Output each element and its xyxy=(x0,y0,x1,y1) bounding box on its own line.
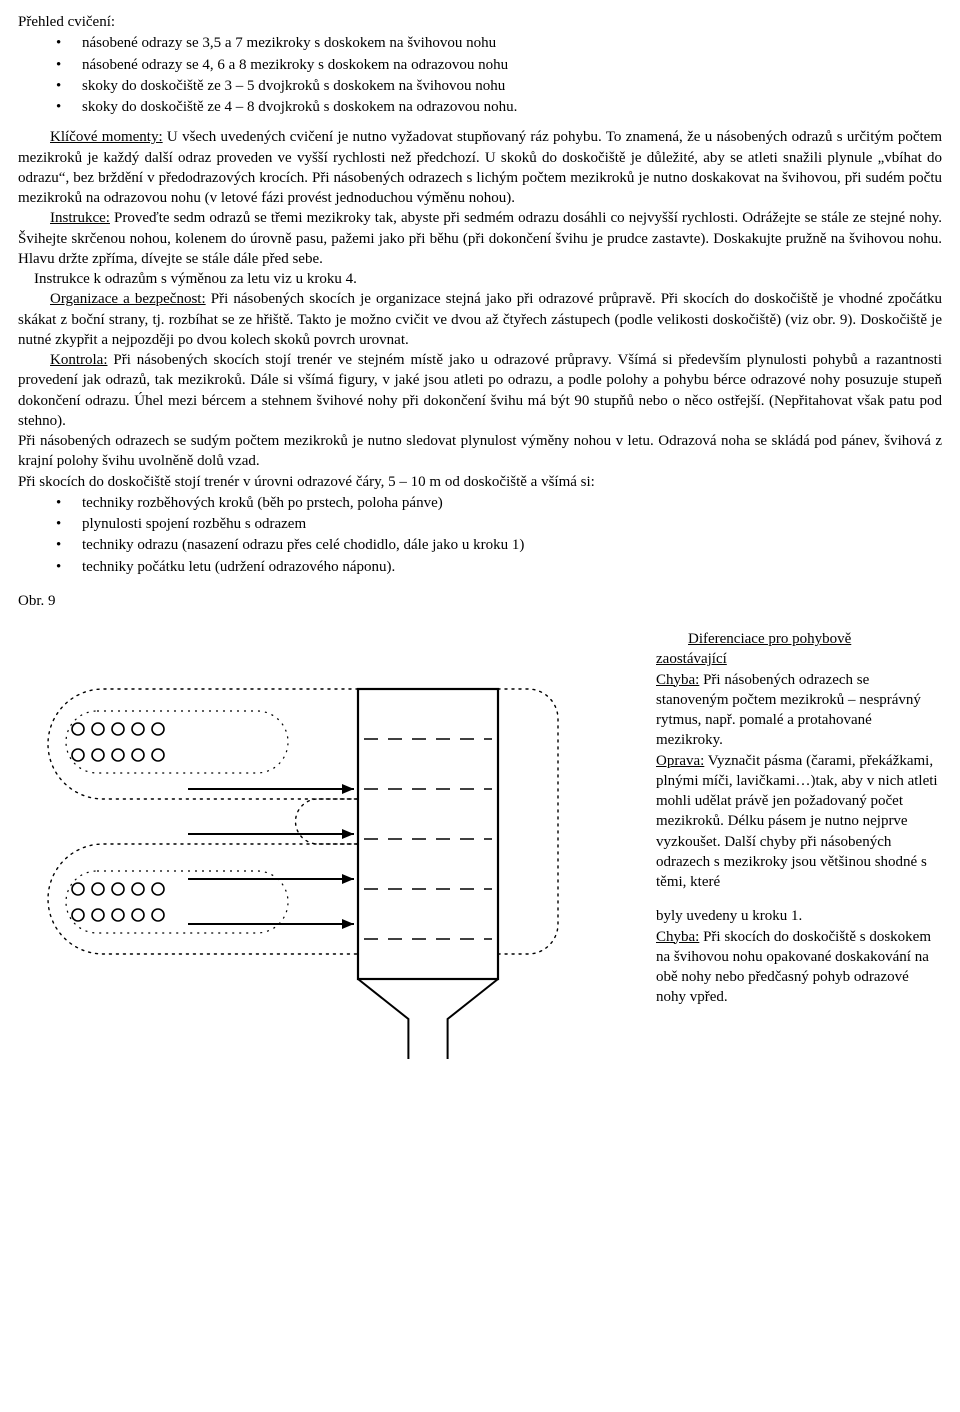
key-moments-label: Klíčové momenty: xyxy=(50,129,163,145)
error-2-label: Chyba: xyxy=(656,929,699,945)
control-text: Při násobených skocích stojí trenér ve s… xyxy=(18,352,942,429)
list-item: skoky do doskočiště ze 3 – 5 dvojkroků s… xyxy=(48,76,942,96)
instructions-text: Proveďte sedm odrazů se třemi mezikroky … xyxy=(18,210,942,267)
error-2-paragraph: Chyba: Při skocích do doskočiště s dosko… xyxy=(656,927,942,1008)
error-1-paragraph: Chyba: Při násobených odrazech se stanov… xyxy=(656,670,942,751)
correction-label: Oprava: xyxy=(656,753,704,769)
list-item: techniky rozběhových kroků (běh po prste… xyxy=(48,493,942,513)
key-moments-paragraph: Klíčové momenty: U všech uvedených cviče… xyxy=(18,127,942,208)
list-item: násobené odrazy se 3,5 a 7 mezikroky s d… xyxy=(48,33,942,53)
list-item: techniky počátku letu (udržení odrazovéh… xyxy=(48,557,942,577)
correction-text: Vyznačit pásma (čarami, překážkami, plný… xyxy=(656,753,938,891)
differentiation-heading-2: zaostávající xyxy=(656,651,727,667)
list-item: plynulosti spojení rozběhu s odrazem xyxy=(48,514,942,534)
figure-9-diagram xyxy=(18,629,618,1059)
figure-label: Obr. 9 xyxy=(18,591,942,611)
differentiation-sidebar: Diferenciace pro pohybově zaostávající C… xyxy=(650,629,942,1008)
list-item: násobené odrazy se 4, 6 a 8 mezikroky s … xyxy=(48,55,942,75)
error-1-label: Chyba: xyxy=(656,672,699,688)
continued-line: byly uvedeny u kroku 1. xyxy=(656,906,942,926)
control-list: techniky rozběhových kroků (běh po prste… xyxy=(48,493,942,577)
organization-label: Organizace a bezpečnost: xyxy=(50,291,206,307)
list-item: skoky do doskočiště ze 4 – 8 dvojkroků s… xyxy=(48,97,942,117)
correction-paragraph: Oprava: Vyznačit pásma (čarami, překážka… xyxy=(656,751,942,893)
plain-line: Při násobených odrazech se sudým počtem … xyxy=(18,431,942,472)
organization-paragraph: Organizace a bezpečnost: Při násobených … xyxy=(18,289,942,350)
instructions-label: Instrukce: xyxy=(50,210,110,226)
overview-heading: Přehled cvičení: xyxy=(18,12,942,32)
list-item: techniky odrazu (nasazení odrazu přes ce… xyxy=(48,535,942,555)
instructions-note: Instrukce k odrazům s výměnou za letu vi… xyxy=(34,269,942,289)
plain-line: Při skocích do doskočiště stojí trenér v… xyxy=(18,472,942,492)
control-label: Kontrola: xyxy=(50,352,108,368)
instructions-paragraph: Instrukce: Proveďte sedm odrazů se třemi… xyxy=(18,208,942,269)
differentiation-heading: Diferenciace pro pohybově xyxy=(688,631,851,647)
overview-list: násobené odrazy se 3,5 a 7 mezikroky s d… xyxy=(48,33,942,117)
control-paragraph: Kontrola: Při násobených skocích stojí t… xyxy=(18,350,942,431)
